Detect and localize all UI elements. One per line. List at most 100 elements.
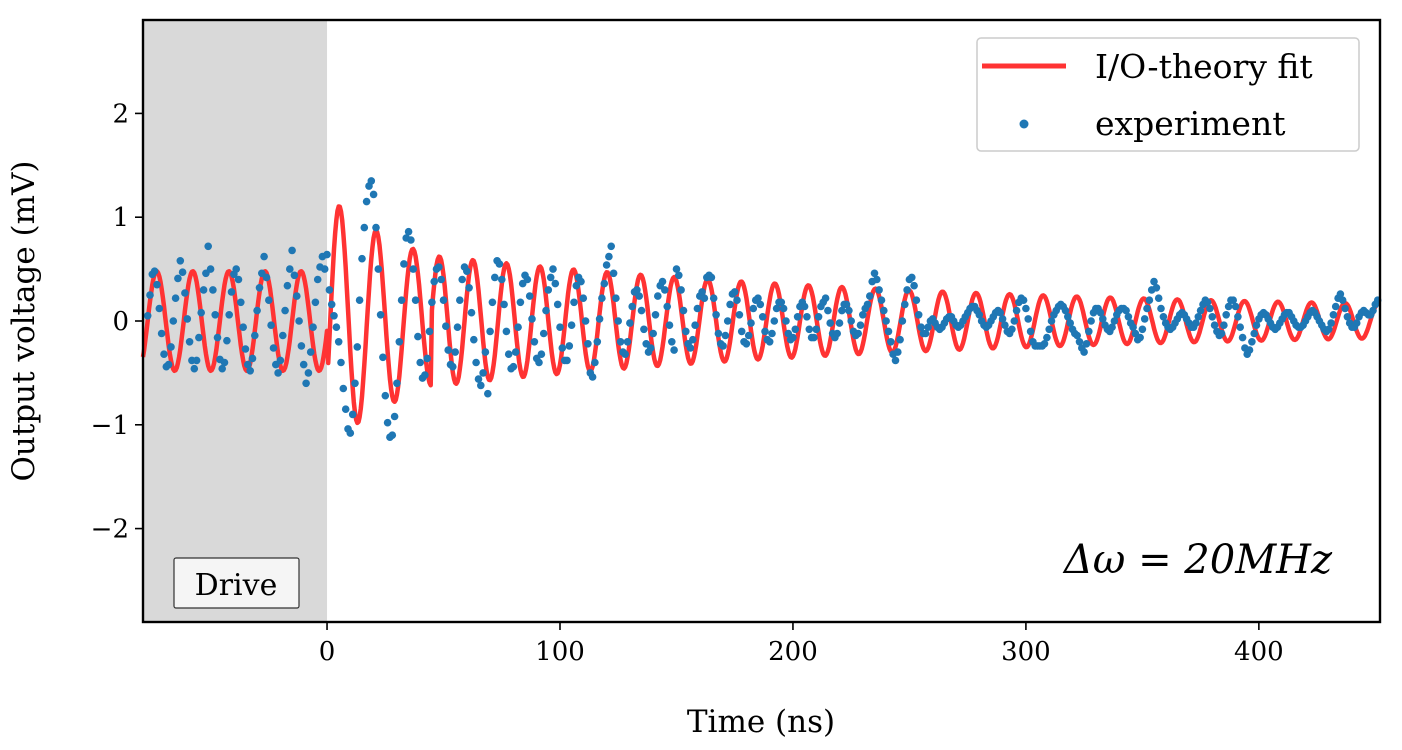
data-point [1369,306,1377,315]
data-point [330,312,338,320]
data-point [369,190,378,199]
data-point [470,335,478,344]
detuning-annotation: Δω = 20MHz [1062,537,1333,583]
data-point [341,405,350,414]
drive-label-box [173,557,300,609]
data-point [735,311,744,319]
data-point [924,323,932,332]
data-point [821,294,830,303]
data-point [346,429,355,437]
data-point [157,329,166,338]
data-point [779,304,788,313]
data-point [390,412,399,421]
data-point [721,331,730,340]
data-point [290,271,299,280]
data-point [251,331,259,340]
data-point [1082,340,1091,348]
plot-area [140,20,1382,622]
data-point [1245,346,1254,354]
data-point [523,275,532,284]
data-point [1229,296,1237,305]
data-point [621,350,629,359]
data-point [1064,313,1072,321]
data-point [502,327,511,336]
data-point [709,294,718,303]
data-point [337,358,345,367]
data-point [234,275,243,284]
data-point [509,362,518,371]
data-point [1250,329,1258,338]
data-point [563,356,571,365]
data-point [866,292,874,300]
data-point [456,296,464,305]
data-point [409,265,418,273]
data-point [211,311,219,319]
data-point [504,350,513,359]
data-point [1152,284,1161,292]
data-point [218,364,226,373]
data-point [421,371,429,379]
data-point [204,242,212,251]
data-point [181,289,189,297]
data-point [176,257,185,265]
data-point [442,322,450,331]
data-point [430,277,439,286]
data-point [901,300,909,309]
data-point [661,286,669,294]
data-point [756,300,765,309]
data-point [528,315,536,323]
data-point [530,338,539,346]
data-point [358,254,366,263]
y-tick-label: 0 [112,307,129,337]
data-point [581,317,590,325]
data-point [1022,304,1030,313]
data-point [491,273,499,282]
data-point [537,350,546,359]
data-point [670,346,678,354]
data-point [996,308,1005,317]
y-axis-label: Output voltage (mV) [6,160,42,481]
data-point [237,298,245,307]
data-point [556,323,564,332]
data-point [146,291,154,299]
data-point [546,273,555,282]
data-point [185,338,194,346]
legend-box [976,37,1360,152]
data-point [1073,331,1081,340]
data-point [835,319,844,327]
data-point [388,431,397,440]
data-point [863,300,872,309]
data-point [887,338,895,346]
y-axis: −2 −1 0 1 2 [91,99,143,545]
data-point [565,342,574,350]
data-point [896,335,904,344]
drive-label-text: Drive [195,568,278,603]
data-point [542,306,550,315]
x-tick-label: 300 [1001,637,1051,667]
data-point [679,306,688,315]
data-point [174,274,182,283]
data-point [265,296,273,305]
data-point [884,327,893,336]
data-point [286,265,294,273]
data-point [153,280,161,289]
data-point [791,325,800,334]
data-point [223,336,231,345]
data-point [686,344,695,352]
data-point [789,333,797,342]
data-point [404,227,413,236]
data-point [1329,311,1338,319]
x-tick-label: 200 [768,637,818,667]
data-point [367,177,376,185]
data-point [379,353,387,362]
data-point [847,317,855,325]
data-point [472,358,480,367]
data-point [707,273,716,282]
data-point [549,265,557,273]
data-point [171,294,180,303]
data-point [558,344,567,352]
data-point [1061,306,1070,315]
data-point [1010,317,1019,325]
data-point [453,323,462,332]
y-tick-label: 2 [112,99,129,129]
